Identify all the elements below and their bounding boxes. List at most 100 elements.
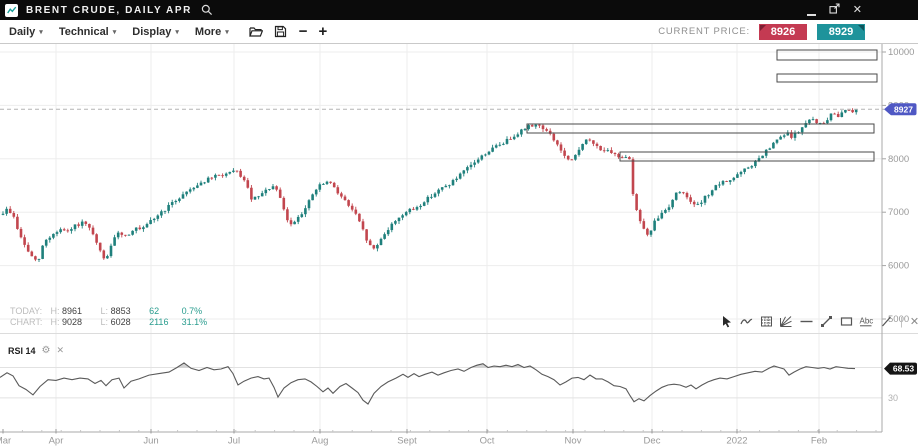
candle-body — [260, 193, 264, 197]
candle-body — [552, 133, 556, 141]
trendline-tool[interactable] — [819, 314, 833, 329]
candle-body — [120, 232, 124, 235]
minimize-button[interactable] — [806, 5, 816, 16]
candle-body — [635, 194, 638, 211]
drawn-rectangle[interactable] — [776, 73, 878, 83]
rsi-overbought-fill — [0, 362, 855, 368]
drawn-rectangle[interactable] — [619, 151, 875, 162]
sell-price-button[interactable]: 8926 — [759, 23, 807, 40]
menu-technical[interactable]: Technical ▾ — [58, 25, 117, 38]
candle-body — [703, 195, 707, 203]
search-icon[interactable] — [201, 4, 213, 16]
candle-body — [1, 213, 5, 215]
candle-body — [491, 147, 494, 152]
axis-label: Nov — [565, 436, 582, 447]
candle-body — [170, 202, 174, 205]
rsi-indicator-label: RSI 14 — [8, 345, 36, 356]
title-bar: BRENT CRUDE, DAILY APR ✕ — [0, 0, 918, 20]
open-folder-icon[interactable] — [248, 24, 263, 39]
drawn-rectangle[interactable] — [526, 123, 875, 134]
delete-drawings-button[interactable]: ✕ — [909, 316, 918, 328]
candle-body — [757, 158, 761, 162]
candle-body — [617, 154, 620, 158]
save-icon[interactable] — [274, 24, 288, 39]
candle-body — [826, 120, 829, 124]
candle-body — [174, 200, 178, 203]
candle-body — [829, 113, 833, 121]
candle-body — [62, 229, 66, 231]
candle-body — [268, 189, 271, 190]
candle-body — [534, 124, 538, 127]
window-title: BRENT CRUDE, DAILY APR — [26, 4, 192, 16]
candle-body — [793, 133, 797, 138]
candle-body — [779, 136, 782, 140]
axis-label: Apr — [49, 436, 64, 447]
candle-body — [163, 210, 167, 212]
drawn-rectangle[interactable] — [776, 49, 878, 61]
popout-button[interactable] — [829, 1, 840, 19]
candle-body — [667, 207, 671, 210]
candle-body — [512, 136, 516, 140]
candle-body — [66, 230, 70, 232]
candle-body — [336, 187, 340, 194]
candle-body — [239, 170, 242, 177]
candle-body — [502, 143, 505, 145]
candle-body — [570, 159, 574, 161]
rsi-value-tag[interactable] — [884, 362, 917, 375]
candle-body — [775, 139, 779, 143]
svg-text:Abc: Abc — [860, 317, 874, 326]
candle-body — [613, 153, 617, 155]
freehand-curve-tool[interactable] — [739, 314, 753, 329]
candle-body — [109, 245, 113, 257]
menu-more[interactable]: More ▾ — [194, 25, 229, 38]
pointer-tool[interactable] — [719, 314, 733, 329]
candle-body — [653, 220, 656, 231]
candle-body — [750, 166, 754, 168]
zoom-in-button[interactable]: + — [318, 22, 328, 40]
rsi-settings-gear-icon[interactable]: ⚙ — [41, 344, 51, 356]
menu-daily[interactable]: Daily ▾ — [9, 25, 43, 38]
candle-body — [8, 208, 12, 214]
axis-label: 6000 — [888, 261, 909, 272]
axis-label: Jun — [143, 436, 158, 447]
price-chart-canvas[interactable]: 100009000800070006000500030892768.53MarA… — [0, 44, 918, 448]
text-label-tool[interactable]: Abc — [859, 314, 873, 329]
diagonal-line-tool[interactable] — [879, 314, 893, 329]
close-button[interactable]: ✕ — [852, 3, 862, 16]
menu-display[interactable]: Display ▾ — [132, 25, 179, 38]
current-price-tag[interactable] — [884, 103, 917, 116]
horizontal-line-tool[interactable] — [799, 314, 813, 329]
candle-body — [732, 177, 736, 181]
axis-label: 10000 — [888, 47, 914, 58]
candle-body — [473, 162, 476, 165]
candle-body — [707, 195, 710, 197]
candle-body — [26, 244, 30, 252]
candle-body — [401, 215, 404, 218]
candle-body — [671, 199, 674, 208]
axis-label: Feb — [811, 436, 827, 447]
candle-body — [91, 227, 95, 235]
candle-body — [257, 196, 260, 198]
candle-body — [149, 220, 152, 225]
candle-body — [383, 234, 386, 239]
candle-body — [674, 192, 678, 200]
candle-body — [664, 209, 667, 213]
candle-body — [5, 208, 8, 214]
candle-body — [566, 155, 570, 160]
candle-body — [800, 127, 804, 133]
rectangle-tool[interactable] — [839, 314, 853, 329]
candle-body — [541, 125, 545, 130]
candle-body — [764, 149, 768, 156]
buy-price-button[interactable]: 8929 — [817, 23, 865, 40]
candle-body — [286, 209, 289, 221]
candle-body — [415, 207, 419, 210]
candle-body — [228, 171, 232, 174]
candle-body — [264, 189, 268, 194]
candle-body — [152, 218, 156, 221]
gann-fan-tool[interactable] — [779, 314, 793, 329]
fibonacci-grid-tool[interactable] — [759, 314, 773, 329]
rsi-remove-icon[interactable]: ✕ — [56, 345, 65, 355]
candle-body — [685, 193, 689, 198]
zoom-out-button[interactable]: − — [298, 22, 308, 40]
axis-label: 7000 — [888, 207, 909, 218]
